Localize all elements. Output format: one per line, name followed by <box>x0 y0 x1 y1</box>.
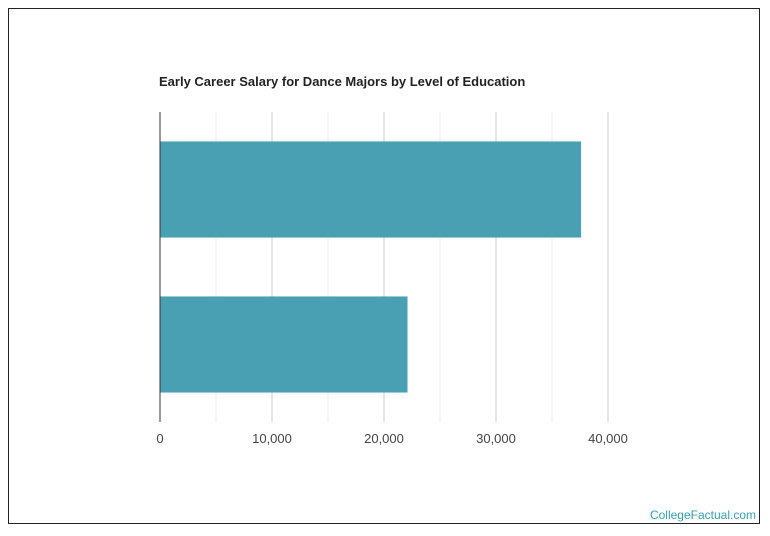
x-tick-label: 20,000 <box>364 431 404 446</box>
x-tick-label: 30,000 <box>476 431 516 446</box>
bar <box>160 141 582 238</box>
brand-link[interactable]: CollegeFactual.com <box>649 508 756 522</box>
x-tick-label: 40,000 <box>588 431 628 446</box>
chart-title: Early Career Salary for Dance Majors by … <box>159 74 526 89</box>
x-tick-label: 10,000 <box>252 431 292 446</box>
bar <box>160 296 408 393</box>
x-tick-label: 0 <box>156 431 163 446</box>
